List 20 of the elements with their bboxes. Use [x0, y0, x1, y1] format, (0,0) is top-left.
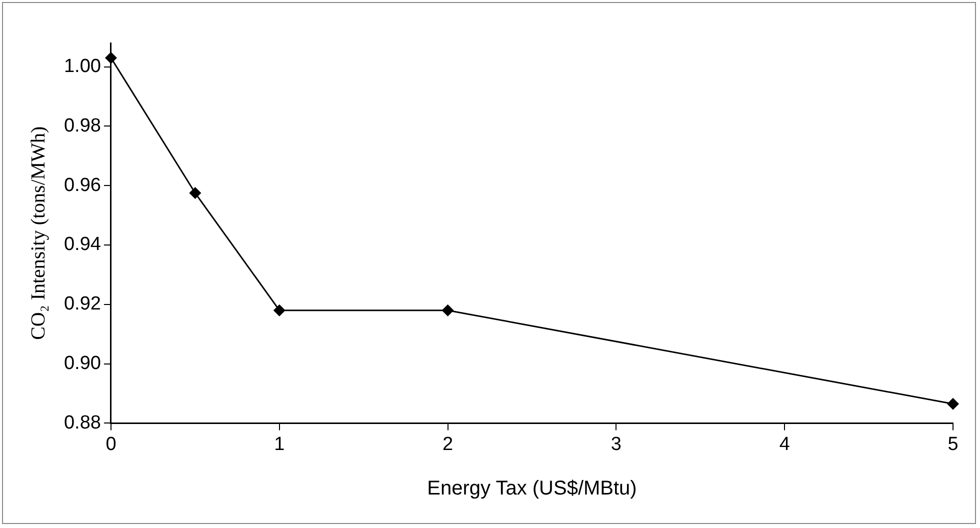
y-tick-label: 0.88 — [64, 412, 101, 434]
y-tick-label: 0.90 — [64, 353, 101, 374]
x-tick-label: 2 — [442, 434, 454, 455]
point — [104, 52, 117, 64]
x-tick-label: 5 — [948, 434, 958, 455]
point — [189, 187, 202, 199]
y-tick-label: 0.96 — [64, 174, 101, 196]
y-tick-label: 0.98 — [64, 115, 101, 136]
point — [442, 304, 454, 316]
y-tick-label: 0.94 — [64, 234, 102, 256]
point — [273, 304, 286, 316]
x-tick-label: 3 — [610, 434, 622, 455]
point — [947, 398, 959, 410]
y-axis-title: CO₂ Intensity (tons/MWh) — [27, 126, 50, 340]
y-tick-label: 0.92 — [64, 294, 101, 315]
x-tick-label: 4 — [779, 434, 790, 455]
x-axis-title: Energy Tax (US$/MBtu) — [427, 478, 637, 500]
x-tick-label: 1 — [274, 434, 285, 455]
y-tick-label: 1.00 — [64, 56, 101, 77]
x-tick-label: 0 — [106, 434, 116, 455]
